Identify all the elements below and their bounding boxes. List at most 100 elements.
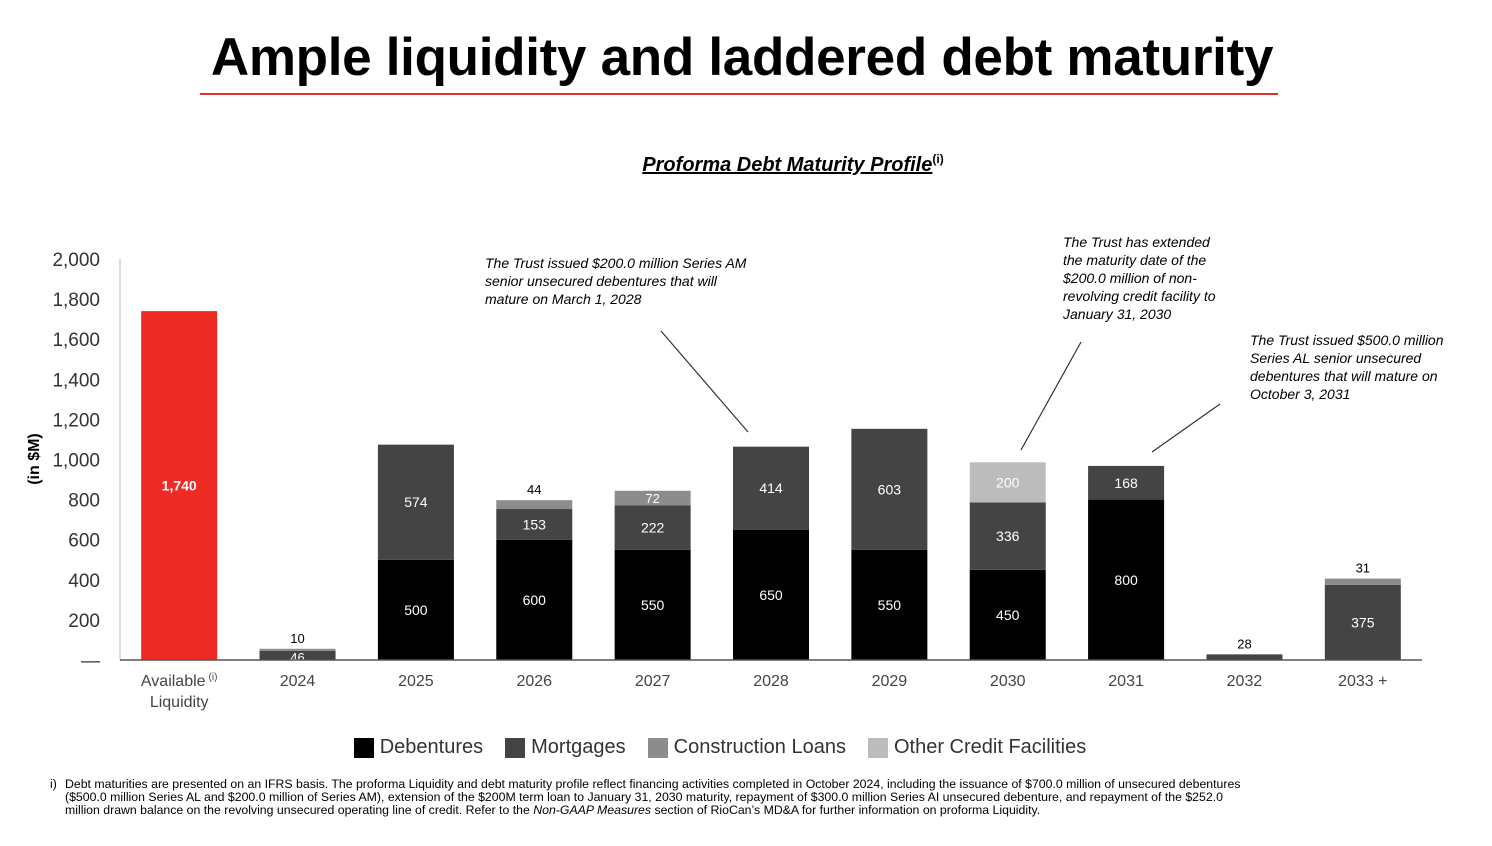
data-label-other-credit-facilities: 200 bbox=[996, 474, 1020, 490]
legend-label-mortgages: Mortgages bbox=[531, 736, 626, 758]
x-tick-label: 2033 + bbox=[1338, 673, 1387, 690]
bar-mortgages bbox=[259, 650, 336, 660]
bar-mortgages bbox=[1324, 584, 1401, 660]
title-underline bbox=[200, 93, 1278, 95]
data-label-debentures: 500 bbox=[404, 602, 428, 618]
data-label-mortgages: 336 bbox=[996, 528, 1020, 544]
bar-mortgages bbox=[733, 446, 809, 530]
x-tick-superscript: (i) bbox=[209, 672, 218, 683]
data-label-debentures: 600 bbox=[523, 592, 547, 608]
annotation-leader-line bbox=[660, 330, 749, 433]
data-label-debentures: 800 bbox=[1114, 572, 1138, 588]
y-tick-label: 1,800 bbox=[52, 290, 100, 311]
y-tick-label: 1,200 bbox=[52, 410, 100, 431]
bar-mortgages bbox=[1088, 465, 1165, 500]
bar-mortgages bbox=[496, 509, 573, 540]
annotation-leader-line bbox=[1020, 341, 1082, 451]
data-label-construction-loans: 72 bbox=[645, 491, 659, 506]
y-tick-label: 200 bbox=[68, 611, 100, 632]
y-tick-label: 400 bbox=[68, 571, 100, 592]
data-label-mortgages: 375 bbox=[1351, 614, 1375, 630]
legend-label-construction-loans: Construction Loans bbox=[673, 736, 846, 758]
y-tick-label: — bbox=[81, 651, 100, 672]
data-label-mortgages: 574 bbox=[404, 494, 428, 510]
bar-mortgages bbox=[377, 444, 454, 560]
bar-mortgages bbox=[614, 505, 691, 550]
data-label-construction-loans: 10 bbox=[290, 631, 304, 646]
legend-label-other-credit-facilities: Other Credit Facilities bbox=[893, 736, 1087, 758]
bar-construction-loans bbox=[1324, 578, 1401, 585]
bar-construction-loans bbox=[614, 490, 691, 506]
legend-swatch-debentures bbox=[353, 737, 374, 758]
legend-swatch-construction-loans bbox=[647, 737, 668, 758]
data-label-mortgages: 603 bbox=[878, 481, 902, 497]
x-tick-label: 2029 bbox=[872, 673, 908, 690]
data-label-mortgages: 28 bbox=[1237, 636, 1251, 651]
x-tick-label: 2030 bbox=[990, 673, 1026, 690]
legend-item-debentures: Debentures bbox=[353, 736, 484, 759]
footnote-marker: i) bbox=[50, 777, 57, 791]
data-label-debentures: 550 bbox=[641, 597, 665, 613]
footnote: i) Debt maturities are presented on an I… bbox=[50, 778, 1250, 817]
bar-debentures bbox=[851, 549, 928, 660]
legend-item-construction-loans: Construction Loans bbox=[647, 736, 846, 759]
x-tick-label: 2028 bbox=[753, 673, 789, 690]
x-tick-label: 2026 bbox=[516, 673, 552, 690]
bar-debentures bbox=[614, 549, 691, 660]
legend: Debentures Mortgages Construction Loans … bbox=[0, 736, 1440, 759]
bar-debentures bbox=[496, 539, 573, 660]
bar-construction-loans bbox=[496, 500, 573, 510]
bar-mortgages bbox=[969, 502, 1046, 570]
bar-mortgages bbox=[851, 428, 928, 550]
legend-item-mortgages: Mortgages bbox=[505, 736, 626, 759]
data-label-mortgages: 153 bbox=[523, 516, 547, 532]
bar-available-liquidity bbox=[141, 311, 218, 660]
legend-item-other-credit-facilities: Other Credit Facilities bbox=[867, 736, 1087, 759]
x-tick-label: 2031 bbox=[1108, 673, 1144, 690]
chart-title-superscript: (i) bbox=[932, 152, 944, 166]
annotation-credit-facility: The Trust has extended the maturity date… bbox=[1063, 234, 1216, 322]
data-label-construction-loans: 44 bbox=[527, 482, 541, 497]
x-tick-label: 2024 bbox=[280, 673, 316, 690]
y-tick-label: 1,400 bbox=[52, 370, 100, 391]
bar-debentures bbox=[1088, 499, 1165, 660]
y-tick-label: 2,000 bbox=[52, 250, 100, 271]
annotation-leader-line bbox=[1151, 403, 1221, 453]
y-tick-label: 1,600 bbox=[52, 330, 100, 351]
data-label-mortgages: 414 bbox=[759, 480, 783, 496]
data-label-mortgages: 46 bbox=[290, 650, 304, 665]
bar-debentures bbox=[733, 529, 809, 660]
data-label-debentures: 650 bbox=[759, 587, 783, 603]
chart-title-text: Proforma Debt Maturity Profile bbox=[642, 154, 933, 176]
bar-debentures bbox=[969, 569, 1046, 660]
data-label-debentures: 450 bbox=[996, 607, 1020, 623]
footnote-text-italic: Non-GAAP Measures bbox=[533, 803, 652, 817]
x-tick-label: Available (i) bbox=[141, 672, 218, 690]
data-label-mortgages: 168 bbox=[1114, 475, 1138, 491]
legend-label-debentures: Debentures bbox=[379, 736, 484, 758]
bar-mortgages bbox=[1206, 654, 1283, 660]
legend-swatch-mortgages bbox=[505, 737, 526, 758]
x-tick-label: 2027 bbox=[635, 673, 671, 690]
page-title: Ample liquidity and laddered debt maturi… bbox=[210, 28, 1274, 87]
chart-title: Proforma Debt Maturity Profile(i) bbox=[0, 152, 1492, 177]
data-label-mortgages: 222 bbox=[641, 519, 665, 535]
x-tick-label: Liquidity bbox=[150, 694, 209, 711]
y-tick-label: 600 bbox=[68, 531, 100, 552]
data-label-debentures: 550 bbox=[878, 597, 902, 613]
annotation-series-am: The Trust issued $200.0 million Series A… bbox=[485, 255, 747, 307]
legend-swatch-other-credit-facilities bbox=[867, 737, 888, 758]
data-label-construction-loans: 31 bbox=[1356, 561, 1370, 576]
x-tick-label: 2025 bbox=[398, 673, 434, 690]
bar-construction-loans bbox=[259, 648, 336, 651]
footnote-text-part-2: section of RioCan’s MD&A for further inf… bbox=[651, 803, 1041, 817]
y-tick-label: 1,000 bbox=[52, 451, 100, 472]
bar-debentures bbox=[377, 559, 454, 660]
data-label-available-liquidity: 1,740 bbox=[162, 478, 197, 494]
footnote-text-part-1: Debt maturities are presented on an IFRS… bbox=[65, 777, 1241, 817]
y-tick-label: 800 bbox=[68, 491, 100, 512]
annotation-series-al: The Trust issued $500.0 million Series A… bbox=[1250, 332, 1444, 402]
x-tick-label: 2032 bbox=[1227, 673, 1263, 690]
footnote-text: Debt maturities are presented on an IFRS… bbox=[65, 778, 1250, 817]
